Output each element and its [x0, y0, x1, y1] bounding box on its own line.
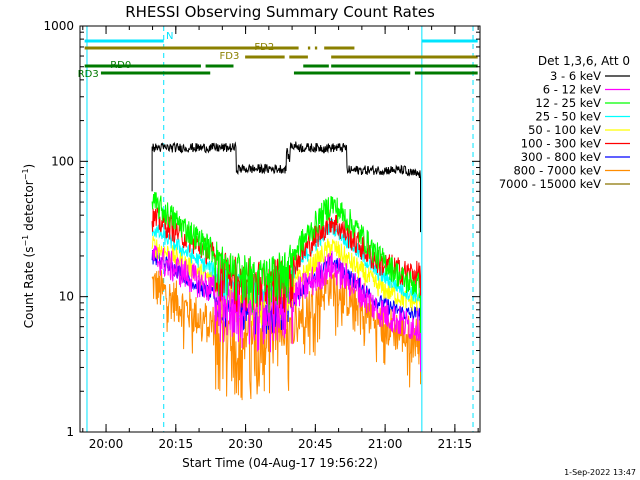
x-tick-label-5: 21:15	[438, 437, 473, 451]
flag-label-fd3: FD3	[220, 51, 240, 62]
series-line-7	[151, 264, 421, 401]
y-axis-label-exponent-2: −1	[21, 168, 30, 180]
series-line-4	[151, 235, 421, 350]
x-tick-label-3: 20:45	[298, 437, 333, 451]
x-tick-label-1: 20:15	[159, 437, 194, 451]
x-tick-label-2: 20:30	[228, 437, 263, 451]
vertical-marker-lines	[86, 26, 474, 432]
flag-label-rd0: RD0	[110, 60, 131, 71]
flag-bar-fd3: FD3	[220, 51, 478, 62]
y-tick-label-1: 10	[59, 290, 74, 304]
y-tick-label-3: 1000	[43, 19, 74, 33]
legend-label-7: 800 - 7000 keV	[513, 164, 601, 178]
flag-label-n: N	[166, 31, 173, 42]
flag-bar-rd3: RD3	[78, 69, 478, 80]
legend-label-0: 3 - 6 keV	[550, 69, 601, 83]
legend-label-1: 6 - 12 keV	[543, 83, 601, 97]
axis-ticks: 20:00 20:15 20:30 20:45 21:00 21:15 1 10 100 1000	[43, 19, 480, 451]
x-tick-label-0: 20:00	[89, 437, 124, 451]
flag-bar-n: N	[84, 31, 478, 43]
flag-bars: N FD2 FD3 RD0 RD3	[78, 31, 478, 80]
y-axis-label: Count Rate (s−1 detector−1)	[21, 164, 36, 328]
series-line-2	[151, 191, 421, 333]
legend-label-5: 100 - 300 keV	[521, 137, 601, 151]
legend-label-4: 50 - 100 keV	[528, 123, 601, 137]
legend-label-6: 300 - 800 keV	[521, 150, 601, 164]
flag-label-rd3: RD3	[78, 69, 99, 80]
x-axis-label: Start Time (04-Aug-17 19:56:22)	[182, 456, 378, 470]
legend-label-8: 7000 - 15000 keV	[499, 177, 601, 191]
plot-frame	[79, 25, 481, 433]
legend-label-3: 25 - 50 keV	[535, 110, 601, 124]
legend-header: Det 1,3,6, Att 0	[538, 54, 630, 68]
flag-label-fd2: FD2	[254, 42, 274, 53]
series-line-0	[151, 141, 421, 233]
y-tick-label-0: 1	[66, 425, 74, 439]
y-axis-label-end: )	[22, 164, 36, 169]
y-axis-label-mid: detector	[22, 180, 36, 235]
generation-timestamp: 1-Sep-2022 13:47	[564, 468, 636, 477]
chart-title: RHESSI Observing Summary Count Rates	[125, 3, 435, 21]
flag-bar-fd2: FD2	[84, 42, 355, 53]
data-series	[151, 141, 421, 401]
flag-bar-rd0: RD0	[84, 60, 478, 71]
y-axis-label-exponent-1: −1	[21, 235, 30, 247]
x-tick-label-4: 21:00	[368, 437, 403, 451]
y-tick-label-2: 100	[51, 154, 74, 168]
legend-label-2: 12 - 25 keV	[535, 96, 601, 110]
y-axis-label-main: Count Rate (s	[22, 247, 36, 329]
